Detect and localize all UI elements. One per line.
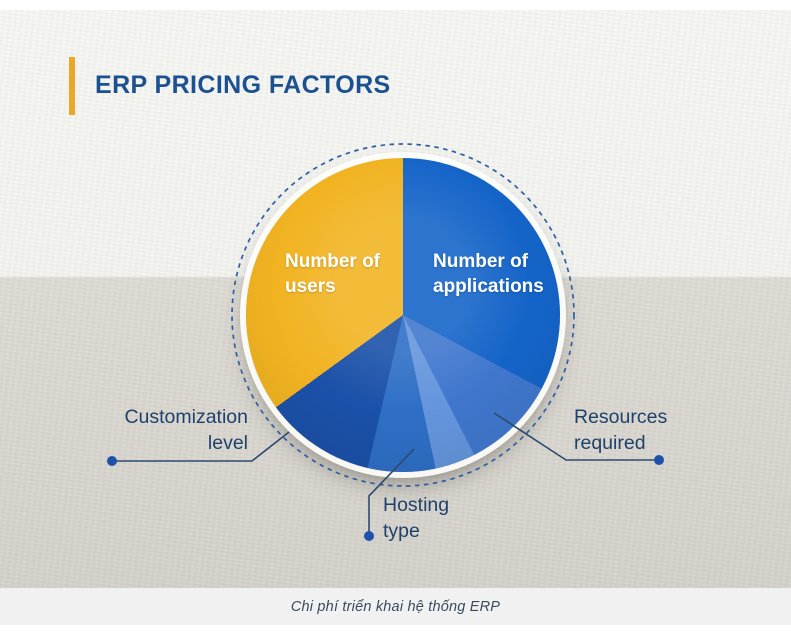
- caption-text: Chi phí triển khai hệ thống ERP: [290, 598, 501, 615]
- pie-chart: [246, 158, 560, 472]
- callout-line: level: [207, 432, 248, 454]
- caption-band: Chi phí triển khai hệ thống ERP: [0, 588, 791, 625]
- callout-resources-required: Resources required: [574, 404, 667, 456]
- callout-line: required: [574, 432, 646, 454]
- leader-dot-customization: [107, 456, 117, 466]
- leader-dot-hosting: [364, 531, 374, 541]
- callout-customization-level: Customization level: [96, 404, 248, 456]
- slice-label-number-of-users: Number of users: [285, 249, 380, 299]
- callout-line: Customization: [124, 406, 248, 428]
- callout-hosting-type: Hosting type: [383, 492, 449, 544]
- title-accent-bar: [69, 57, 75, 115]
- dashed-ring: [231, 143, 575, 487]
- slice-label-number-of-applications: Number of applications: [433, 249, 544, 299]
- slice-label-line: Number of: [285, 251, 380, 272]
- leader-line-customization: [112, 431, 290, 462]
- callout-line: Resources: [574, 406, 668, 428]
- leader-line-hosting: [368, 448, 415, 534]
- callout-line: Hosting: [383, 494, 450, 516]
- slice-label-line: Number of: [433, 251, 528, 272]
- slice-label-line: applications: [433, 276, 544, 297]
- leader-line-resources: [493, 412, 656, 461]
- slice-label-line: users: [285, 276, 336, 297]
- leader-dot-resources: [654, 455, 664, 465]
- page-title: ERP PRICING FACTORS: [95, 71, 391, 99]
- callout-line: type: [383, 520, 420, 542]
